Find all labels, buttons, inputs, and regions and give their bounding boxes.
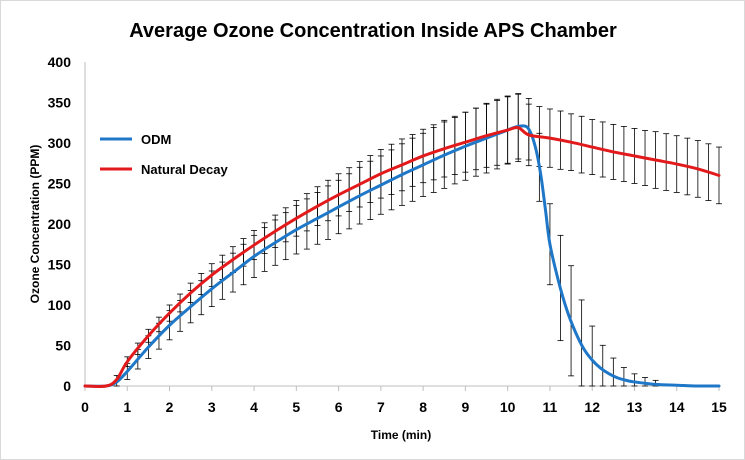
y-tick-label: 400 <box>48 54 72 70</box>
chart-title: Average Ozone Concentration Inside APS C… <box>129 20 617 42</box>
y-tick-label: 250 <box>48 176 72 192</box>
x-tick-label: 1 <box>123 399 131 415</box>
error-bar <box>589 325 596 387</box>
x-axis-label: Time (min) <box>371 428 431 442</box>
x-tick-label: 0 <box>81 399 89 415</box>
series-line-natural-decay <box>83 125 721 388</box>
series-lines <box>83 124 721 388</box>
legend-item-natural-decay[interactable]: Natural Decay <box>100 162 228 177</box>
error-bar <box>620 367 627 387</box>
error-bar <box>631 373 638 387</box>
x-tick-label: 13 <box>627 399 643 415</box>
legend-item-odm[interactable]: ODM <box>100 132 171 147</box>
x-tick-label: 9 <box>462 399 470 415</box>
error-bars <box>113 93 722 387</box>
legend-label: Natural Decay <box>141 162 228 177</box>
y-tick-label: 50 <box>55 338 71 354</box>
x-tick-label: 2 <box>166 399 174 415</box>
y-tick-labels: 0 50 100 150 200 250 300 350 400 <box>48 54 72 394</box>
y-tick-label: 200 <box>48 216 72 232</box>
legend[interactable]: ODM Natural Decay <box>100 132 228 177</box>
axes <box>84 62 719 387</box>
y-tick-label: 0 <box>63 378 71 394</box>
x-tick-label: 5 <box>292 399 300 415</box>
x-tick-label: 4 <box>250 399 258 415</box>
x-tick-label: 12 <box>584 399 600 415</box>
y-tick-label: 350 <box>48 95 72 111</box>
x-tick-label: 15 <box>711 399 727 415</box>
legend-label: ODM <box>141 132 171 147</box>
x-tick-label: 14 <box>669 399 685 415</box>
x-tick-label: 8 <box>419 399 427 415</box>
y-axis-label: Ozone Concentration (PPM) <box>28 145 42 304</box>
x-tick-labels: 0 1 2 3 4 5 6 7 8 9 10 11 12 13 14 15 <box>81 386 727 415</box>
y-tick-label: 300 <box>48 135 72 151</box>
error-bar <box>599 344 606 387</box>
x-tick-label: 11 <box>543 399 558 415</box>
y-tick-label: 150 <box>48 257 72 273</box>
x-tick-label: 7 <box>377 399 385 415</box>
y-tick-label: 100 <box>48 297 72 313</box>
x-tick-label: 3 <box>208 399 216 415</box>
x-tick-label: 10 <box>500 399 516 415</box>
x-tick-label: 6 <box>335 399 343 415</box>
error-bar <box>610 357 617 387</box>
